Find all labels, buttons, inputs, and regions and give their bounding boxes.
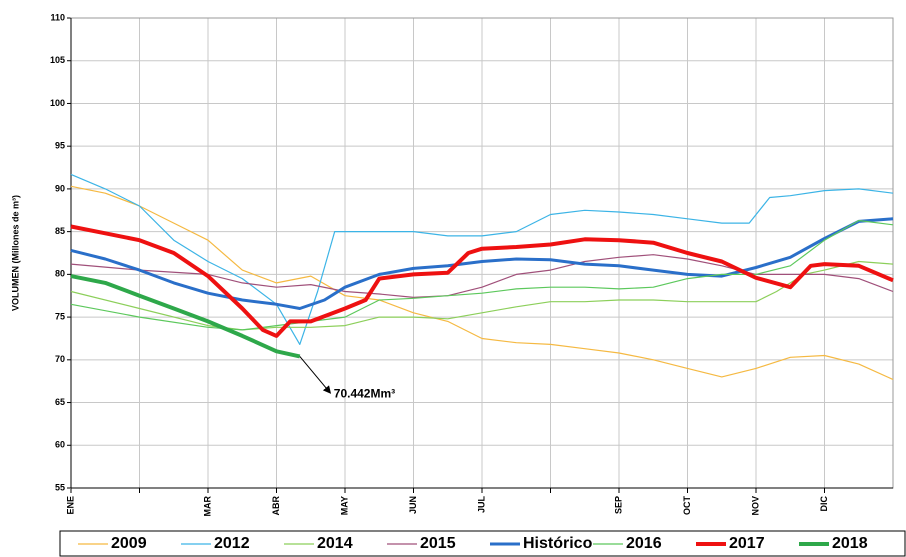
y-tick-label: 100 [50, 98, 65, 108]
annotation-arrow [299, 356, 332, 394]
legend-label: 2017 [729, 535, 765, 552]
x-tick-label: MAY [339, 496, 349, 515]
y-tick-label: 55 [55, 482, 65, 492]
x-tick-label: OCT [682, 496, 692, 516]
legend-label: 2012 [214, 535, 250, 552]
y-tick-label: 105 [50, 55, 65, 65]
x-tick-label: MAR [202, 496, 212, 517]
y-tick-label: 75 [55, 311, 65, 321]
x-tick-label: JUL [476, 496, 486, 514]
legend-box [59, 530, 906, 557]
x-tick-label: DIC [819, 496, 829, 512]
y-tick-label: 95 [55, 141, 65, 151]
series-line [70, 224, 894, 338]
x-tick-label: ENE [65, 496, 75, 515]
legend-label: 2014 [317, 535, 353, 552]
y-tick-label: 70 [55, 354, 65, 364]
x-tick-label: SEP [613, 496, 623, 514]
y-axis-label: VOLUMEN (Millones de m³) [10, 195, 20, 311]
x-tick-label: NOV [750, 496, 760, 516]
legend-label: 2009 [111, 535, 147, 552]
y-tick-label: 110 [50, 12, 65, 22]
series-line [70, 217, 894, 310]
series-line [70, 260, 894, 331]
y-tick-label: 60 [55, 440, 65, 450]
x-tick-label: ABR [271, 496, 281, 516]
y-tick-label: 80 [55, 269, 65, 279]
annotation: 70.442Mm³ [334, 387, 395, 401]
series-line [70, 274, 301, 359]
series-line [70, 173, 894, 345]
series-line [70, 254, 894, 298]
legend-label: 2018 [832, 535, 868, 552]
series-line [70, 219, 894, 331]
legend-label: Histórico [523, 535, 593, 552]
y-tick-label: 85 [55, 226, 65, 236]
x-tick-label: JUN [408, 496, 418, 514]
y-tick-label: 90 [55, 183, 65, 193]
legend-label: 2016 [626, 535, 662, 552]
legend-label: 2015 [420, 535, 456, 552]
series-line [70, 185, 894, 381]
y-tick-label: 65 [55, 397, 65, 407]
